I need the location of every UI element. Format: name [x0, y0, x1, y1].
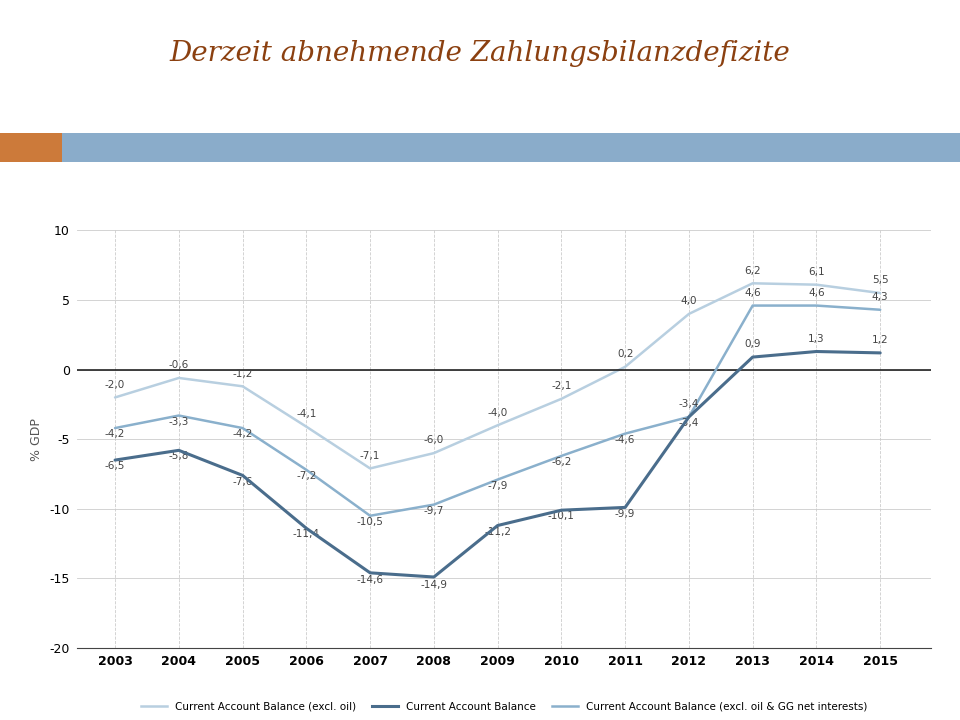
Text: -4,0: -4,0	[488, 408, 508, 418]
Text: 4,0: 4,0	[681, 296, 697, 306]
Text: -0,6: -0,6	[169, 360, 189, 370]
Text: -6,0: -6,0	[423, 436, 444, 446]
Text: Derzeit abnehmende Zahlungsbilanzdefizite: Derzeit abnehmende Zahlungsbilanzdefizit…	[170, 40, 790, 67]
Text: -9,9: -9,9	[615, 508, 636, 518]
Text: -9,7: -9,7	[423, 505, 444, 516]
Text: -5,8: -5,8	[169, 451, 189, 462]
Text: -7,6: -7,6	[232, 477, 252, 487]
Legend: Current Account Balance (excl. oil), Current Account Balance, Current Account Ba: Current Account Balance (excl. oil), Cur…	[136, 698, 872, 716]
Text: -11,2: -11,2	[484, 526, 511, 536]
Text: -6,5: -6,5	[105, 462, 125, 471]
Text: 1,3: 1,3	[808, 334, 825, 344]
Text: -1,2: -1,2	[232, 369, 252, 379]
Text: -10,5: -10,5	[357, 517, 384, 527]
Text: 0,9: 0,9	[744, 339, 761, 349]
Text: -3,4: -3,4	[679, 418, 699, 428]
Text: -4,2: -4,2	[105, 429, 125, 439]
Text: -4,6: -4,6	[615, 435, 636, 445]
Text: 1,2: 1,2	[872, 336, 889, 346]
Text: 4,6: 4,6	[744, 288, 761, 298]
Text: -6,2: -6,2	[551, 457, 571, 467]
Text: -14,9: -14,9	[420, 580, 447, 590]
Text: -10,1: -10,1	[548, 511, 575, 521]
Y-axis label: % GDP: % GDP	[30, 418, 42, 461]
Text: 6,1: 6,1	[808, 267, 825, 277]
Text: -7,1: -7,1	[360, 451, 380, 461]
Text: -7,9: -7,9	[488, 481, 508, 491]
Text: -11,4: -11,4	[293, 529, 320, 539]
Text: -4,1: -4,1	[296, 409, 317, 419]
Text: -2,0: -2,0	[105, 379, 125, 390]
Text: -7,2: -7,2	[296, 471, 317, 481]
Text: 4,6: 4,6	[808, 288, 825, 298]
Text: 0,2: 0,2	[617, 349, 634, 359]
Text: -3,4: -3,4	[679, 400, 699, 409]
Text: 5,5: 5,5	[872, 275, 889, 285]
Text: -2,1: -2,1	[551, 381, 571, 391]
Text: -3,3: -3,3	[169, 417, 189, 427]
Text: 4,3: 4,3	[872, 292, 889, 302]
Text: -4,2: -4,2	[232, 429, 252, 439]
Text: 6,2: 6,2	[744, 266, 761, 276]
Text: -14,6: -14,6	[356, 575, 384, 585]
